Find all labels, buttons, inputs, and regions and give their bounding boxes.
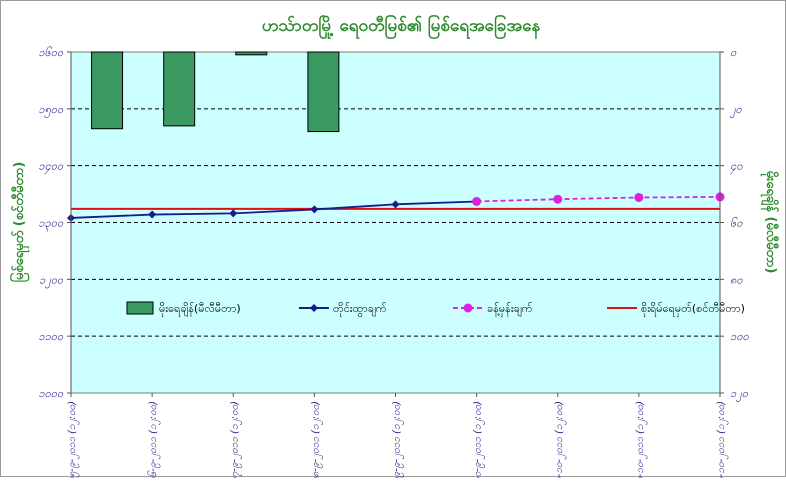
chart-title: ဟသ်ာတမြို့ ရေဝတီမြစ်၏ မြစ်ရေအခြေအနေ [262,13,541,40]
x-tick-label: ၂၇-၉-၂၀၁၁ (၁၂:၀၀) [229,401,242,478]
y-axis-right-label: မိုးရေချိန် (မီလီမီတာ) [760,171,780,274]
y-tick-label-left: ၁၆၀၀ [38,46,64,59]
x-tick-label: ၂-၁၀-၂၀၁၁ (၁၂:၀၀) [635,401,648,478]
rainfall-bar [163,51,196,127]
y-tick-label-left: ၁၀၀၀ [38,387,64,400]
y-tick-label-right: ၆၀ [730,217,743,230]
x-tick-label: ၁-၁၀-၂၀၁၁ (၁၂:၀၀) [554,401,567,478]
observed-point [310,205,319,214]
forecast-line [476,196,721,203]
observed-point [229,209,238,218]
x-tick-label: ၂၅-၉-၂၀၁၁ (၁၂:၀၀) [67,401,80,478]
y-tick-label-right: ၈၀ [730,273,743,286]
rainfall-bar [235,51,268,56]
legend-label: စိုးရိမ်ရေမှတ်(စင်တီမီတာ) [641,302,745,317]
y-tick-label-right: ၀ [730,46,737,59]
y-tick-label-right: ၁၀၀ [730,330,749,343]
axes: ၁၀၀၀ ၁၁၀၀ ၁၂၀၀ ၁၃၀၀ ၁၄၀၀ ၁၅၀၀ ၁၆၀၀ ၀၂၀၄၀၆၀၈၀၁၀၀… [38,46,749,483]
y-tick-label-left: ၁၅၀၀ [38,103,64,118]
legend-marker [310,304,318,312]
x-tick-label: ၂၉-၉-၂၀၁၁ (၁၂:၀၀) [392,401,405,478]
y-axis-left-label: မြစ်ရေမှတ် (စင်တီမီတာ) [9,162,30,283]
y-tick-label-left: ၁၁၀၀ [38,330,64,343]
y-tick-label-left: ၁၃၀၀ [38,217,64,232]
y-tick-label-left: ၁၂၀၀ [39,273,64,288]
legend: မိုးရေချိန်(မီလီမီတာ) တိုင်းထွာချက် ခန့်မှ… [126,301,745,317]
y-tick-label-right: ၄၀ [730,160,743,175]
forecast-point [553,194,563,204]
observed-line [70,200,477,219]
rainfall-bars [91,51,340,133]
x-tick-label: ၃၀-၉-၂၀၁၁ (၁၂:၀၀) [473,401,486,478]
legend-label: တိုင်းထွာချက် [333,302,387,317]
legend-marker [463,303,473,313]
x-tick-label: ၂၆-၉-၂၀၁၁ (၁၂:၀၀) [147,401,161,478]
legend-label: ခန့်မှန်းချက် [487,302,533,317]
y-tick-label-right: ၂၀ [729,103,742,118]
x-tick-label: ၃-၁၀-၂၀၁၁ (၁၂:၀၀) [716,401,729,478]
legend-swatch-rainfall [126,301,154,315]
series-lines [67,192,725,222]
observed-point [148,210,157,219]
x-tick-label: ၂၈-၉-၂၀၁၁ (၁၂:၀၀) [310,401,323,478]
rainfall-bar [307,51,340,133]
observed-point [391,200,400,209]
y-tick-label-left: ၁၄၀၀ [38,160,64,175]
forecast-point [634,192,644,202]
y-tick-label-right: ၁၂၀ [730,387,749,402]
forecast-point [472,196,482,206]
legend-label: မိုးရေချိန်(မီလီမီတာ) [159,302,241,317]
rainfall-bar [91,51,124,130]
